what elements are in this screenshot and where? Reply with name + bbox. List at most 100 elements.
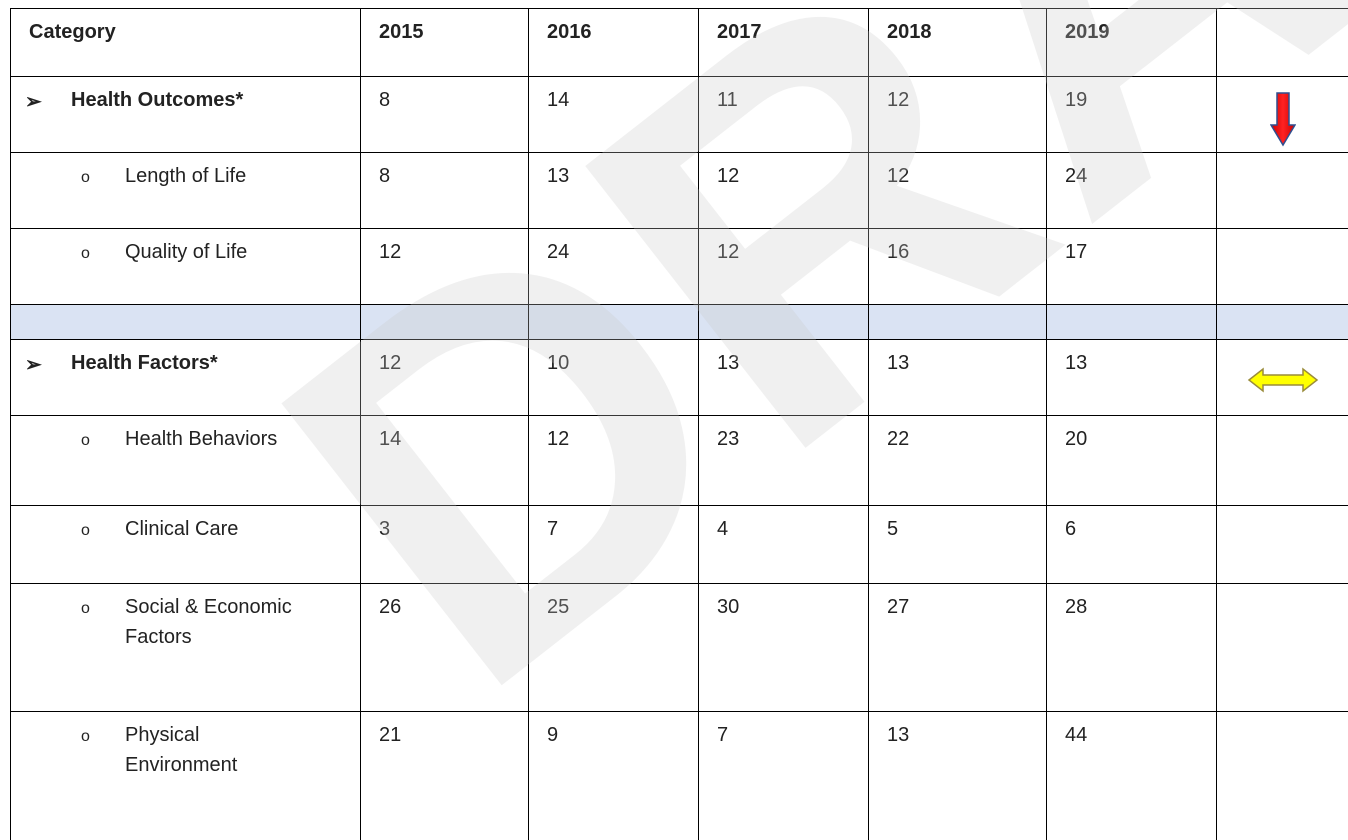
- row-label: Social & Economic Factors: [125, 596, 292, 648]
- table-body: Category 2015 2016 2017 2018 2019 ➢ Health Outc…: [10, 8, 1348, 840]
- separator-cell: [698, 304, 869, 340]
- bullet: o: [81, 728, 90, 745]
- value-cell: 4: [698, 505, 869, 584]
- value-cell: 22: [868, 415, 1047, 506]
- sub-row: o Health Behaviors 14 12 23 22 20: [10, 415, 1348, 506]
- bullet: o: [81, 522, 90, 539]
- group-label: ➢ Health Factors*: [25, 352, 350, 377]
- value-cell: 44: [1046, 711, 1217, 840]
- row-label: Physical Environment: [125, 724, 238, 776]
- value-cell: 30: [698, 583, 869, 712]
- sub-row: o Social & Economic Factors 26 25 30 27 28: [10, 583, 1348, 712]
- value-cell: 24: [528, 228, 699, 305]
- header-cell: [1216, 8, 1348, 77]
- value-cell: 27: [868, 583, 1047, 712]
- separator-cell: [360, 304, 529, 340]
- sub-row: o Quality of Life 12 24 12 16 17: [10, 228, 1348, 305]
- value-cell: 3: [360, 505, 529, 584]
- separator-row: [10, 304, 1348, 340]
- value-cell: 11: [698, 76, 869, 153]
- value-cell: 6: [1046, 505, 1217, 584]
- value-cell: 19: [1046, 76, 1217, 153]
- header-cell: 2016: [528, 8, 699, 77]
- value-cell: 24: [1046, 152, 1217, 229]
- row-label: Quality of Life: [125, 241, 248, 263]
- row-label: Health Behaviors: [125, 428, 278, 450]
- row-label: Clinical Care: [125, 518, 239, 540]
- separator-cell: [1216, 304, 1348, 340]
- value-cell: 17: [1046, 228, 1217, 305]
- value-cell: 10: [528, 339, 699, 416]
- value-cell: 13: [698, 339, 869, 416]
- separator-cell: [10, 304, 361, 340]
- value-cell: 16: [868, 228, 1047, 305]
- value-cell: 12: [868, 152, 1047, 229]
- bullet: o: [81, 169, 90, 186]
- value-cell: 12: [868, 76, 1047, 153]
- group-row: ➢ Health Factors* 12 10 13 13 13: [10, 339, 1348, 416]
- label-cell: o Social & Economic Factors: [10, 583, 361, 712]
- value-cell: 13: [868, 711, 1047, 840]
- value-cell: 7: [698, 711, 869, 840]
- value-cell: 12: [698, 152, 869, 229]
- value-cell: 23: [698, 415, 869, 506]
- group-row: ➢ Health Outcomes* 8 14 11 12 19: [10, 76, 1348, 153]
- value-cell: 12: [360, 339, 529, 416]
- bullet: o: [81, 245, 90, 262]
- icon-cell: [1216, 711, 1348, 840]
- value-cell: 7: [528, 505, 699, 584]
- value-cell: 26: [360, 583, 529, 712]
- icon-cell: [1216, 339, 1348, 416]
- value-cell: 14: [360, 415, 529, 506]
- header-row: Category 2015 2016 2017 2018 2019: [10, 8, 1348, 77]
- sub-label: o Quality of Life: [25, 241, 350, 267]
- label-cell: o Physical Environment: [10, 711, 361, 840]
- bullet: ➢: [25, 354, 42, 376]
- row-label: Length of Life: [125, 165, 247, 187]
- separator-cell: [1046, 304, 1217, 340]
- value-cell: 8: [360, 152, 529, 229]
- icon-cell: [1216, 76, 1348, 153]
- label-cell: o Clinical Care: [10, 505, 361, 584]
- value-cell: 21: [360, 711, 529, 840]
- header-cell: 2019: [1046, 8, 1217, 77]
- icon-cell: [1216, 228, 1348, 305]
- value-cell: 8: [360, 76, 529, 153]
- sub-label: o Physical Environment: [25, 724, 350, 780]
- value-cell: 13: [868, 339, 1047, 416]
- trend-icon: [1247, 367, 1318, 393]
- value-cell: 28: [1046, 583, 1217, 712]
- label-cell: ➢ Health Outcomes*: [10, 76, 361, 153]
- value-cell: 5: [868, 505, 1047, 584]
- separator-cell: [528, 304, 699, 340]
- sub-label: o Clinical Care: [25, 518, 350, 544]
- sub-row: o Physical Environment 21 9 7 13 44: [10, 711, 1348, 840]
- row-label: Health Factors*: [71, 352, 218, 374]
- value-cell: 14: [528, 76, 699, 153]
- icon-cell: [1216, 152, 1348, 229]
- bullet: o: [81, 432, 90, 449]
- sub-label: o Social & Economic Factors: [25, 596, 350, 652]
- row-label: Health Outcomes*: [71, 89, 244, 111]
- value-cell: 12: [528, 415, 699, 506]
- trend-icon: [1269, 92, 1296, 147]
- value-cell: 25: [528, 583, 699, 712]
- group-label: ➢ Health Outcomes*: [25, 89, 350, 114]
- sub-label: o Length of Life: [25, 165, 350, 191]
- label-cell: o Health Behaviors: [10, 415, 361, 506]
- icon-cell: [1216, 583, 1348, 712]
- trend-icon: [1247, 367, 1318, 393]
- header-cell: 2018: [868, 8, 1047, 77]
- separator-cell: [868, 304, 1047, 340]
- trend-icon: [1269, 92, 1296, 147]
- bullet: o: [81, 600, 90, 617]
- label-cell: o Quality of Life: [10, 228, 361, 305]
- value-cell: 20: [1046, 415, 1217, 506]
- header-cell: 2015: [360, 8, 529, 77]
- value-cell: 13: [528, 152, 699, 229]
- bullet: ➢: [25, 91, 42, 113]
- sub-label: o Health Behaviors: [25, 428, 350, 454]
- header-cell: 2017: [698, 8, 869, 77]
- label-cell: ➢ Health Factors*: [10, 339, 361, 416]
